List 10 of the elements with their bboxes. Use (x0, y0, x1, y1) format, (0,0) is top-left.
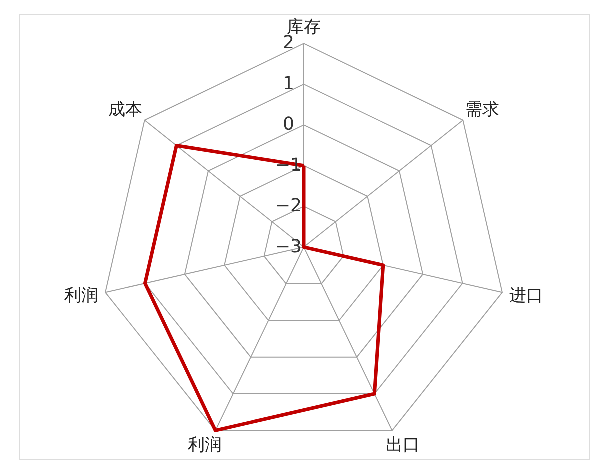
spoke-label: 进口 (509, 286, 544, 306)
y-tick-label: 1 (283, 73, 294, 94)
spoke-label: 需求 (465, 100, 500, 120)
y-tick-label: 0 (283, 114, 294, 136)
spoke-label: 利润 (188, 435, 222, 456)
y-tick-label: −2 (275, 196, 302, 217)
y-tick-label: −3 (275, 236, 302, 258)
spoke-label: 利润 (64, 286, 99, 306)
spoke-label: 出口 (386, 435, 420, 456)
spoke-label: 成本 (108, 100, 143, 120)
